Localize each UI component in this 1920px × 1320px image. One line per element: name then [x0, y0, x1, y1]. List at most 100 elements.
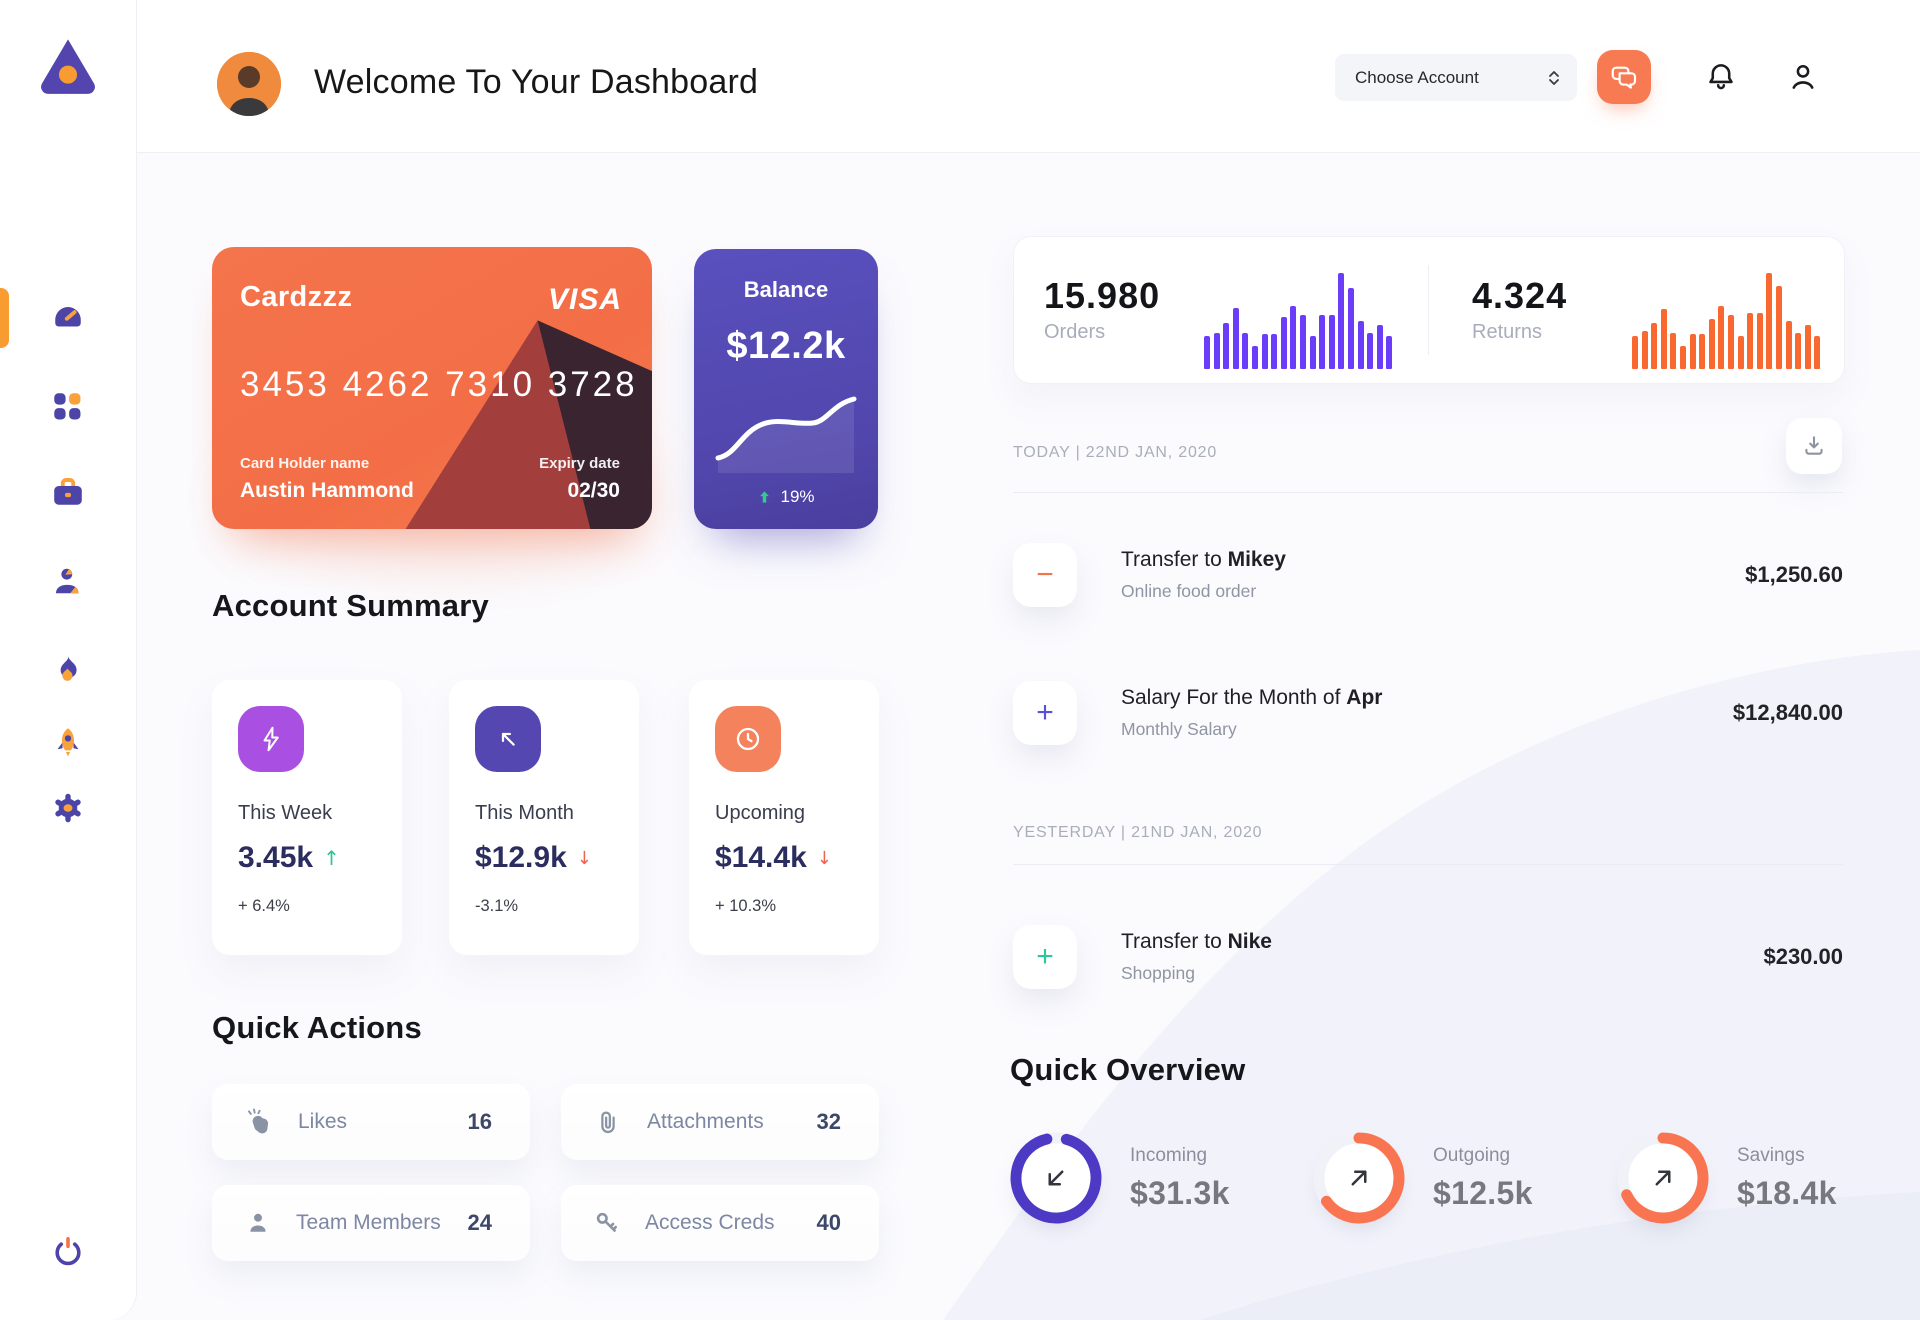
quick-action-count: 32 — [816, 1109, 841, 1134]
minus-icon: − — [1013, 543, 1077, 607]
transactions-date-yesterday: YESTERDAY | 21ND JAN, 2020 — [1013, 824, 1263, 841]
app-logo[interactable] — [33, 30, 103, 100]
transaction-row-nike[interactable]: + Transfer to Nike Shopping $230.00 — [1013, 922, 1843, 992]
quick-action-access-creds[interactable]: Access Creds 40 — [561, 1185, 879, 1261]
quick-action-label: Attachments — [647, 1110, 764, 1133]
plus-icon: + — [1013, 925, 1077, 989]
member-icon — [250, 1213, 266, 1232]
card-number: 3453 4262 7310 3728 — [240, 365, 638, 404]
summary-value: 3.45k ↑ — [238, 841, 340, 874]
clock-icon — [715, 706, 781, 772]
trend-up-arrow: ↑ — [323, 846, 340, 870]
card-expiry-label: Expiry date — [539, 455, 620, 472]
transaction-subtitle: Online food order — [1121, 581, 1257, 601]
active-nav-indicator — [0, 288, 9, 348]
choose-account-select[interactable]: Choose Account — [1335, 54, 1577, 101]
quick-action-count: 24 — [467, 1210, 492, 1235]
plus-icon: + — [1013, 681, 1077, 745]
balance-change-value: 19% — [780, 487, 815, 506]
transaction-title: Transfer to Mikey — [1121, 548, 1286, 571]
orders-label: Orders — [1044, 321, 1106, 343]
grid-dots-icon — [54, 393, 81, 420]
paperclip-icon — [601, 1111, 615, 1134]
download-button[interactable] — [1786, 418, 1842, 474]
transaction-amount: $1,250.60 — [1745, 562, 1843, 587]
card-expiry-block: Expiry date 02/30 — [539, 455, 620, 503]
profile-button[interactable] — [1786, 60, 1820, 94]
briefcase-icon — [54, 478, 82, 505]
outgoing-ring — [1309, 1128, 1409, 1228]
topbar: Welcome To Your Dashboard Choose Account — [136, 0, 1920, 153]
quick-action-label: Likes — [298, 1110, 348, 1133]
quick-action-team-members[interactable]: Team Members 24 — [212, 1185, 530, 1261]
orders-returns-card: 15.980 Orders 4.324 Returns — [1013, 236, 1845, 384]
flame-icon — [60, 656, 77, 681]
sidebar-item-dashboard[interactable] — [50, 298, 86, 334]
savings-ring — [1613, 1128, 1713, 1228]
overview-savings: Savings $18.4k — [1613, 1128, 1837, 1228]
trend-down-arrow: ↓ — [816, 847, 832, 869]
sidebar-item-team[interactable] — [50, 564, 86, 600]
summary-value: $14.4k ↓ — [715, 841, 832, 874]
quick-action-likes[interactable]: Likes 16 — [212, 1084, 530, 1160]
overview-value: $18.4k — [1737, 1174, 1837, 1211]
summary-card-this-month: This Month $12.9k ↓ -3.1% — [449, 680, 639, 955]
arrow-up-icon — [760, 491, 770, 503]
user-avatar[interactable] — [217, 52, 281, 116]
sidebar-item-settings[interactable] — [50, 790, 86, 826]
messages-button[interactable] — [1597, 50, 1651, 104]
notifications-button[interactable] — [1704, 60, 1738, 94]
summary-delta: -3.1% — [475, 897, 519, 915]
quick-overview-heading: Quick Overview — [1010, 1052, 1246, 1087]
arrow-up-left-icon — [475, 706, 541, 772]
clap-icon — [248, 1108, 269, 1134]
transactions-date-today: TODAY | 22ND JAN, 2020 — [1013, 444, 1218, 461]
transaction-title: Transfer to Nike — [1121, 930, 1272, 953]
transaction-amount: $230.00 — [1763, 944, 1843, 969]
summary-label: Upcoming — [715, 802, 806, 824]
summary-delta: + 10.3% — [715, 897, 777, 915]
card-brand: Cardzzz — [240, 281, 353, 313]
card-holder-block: Card Holder name Austin Hammond — [240, 455, 414, 503]
returns-value: 4.324 — [1472, 275, 1568, 316]
user-icon — [56, 568, 79, 594]
sidebar-item-apps[interactable] — [50, 388, 86, 424]
returns-label: Returns — [1472, 321, 1543, 343]
overview-value: $31.3k — [1130, 1174, 1230, 1211]
logout-button[interactable] — [50, 1234, 86, 1270]
balance-line-chart — [715, 396, 857, 473]
sidebar — [0, 0, 137, 1320]
gear-icon — [55, 793, 81, 823]
card-holder-label: Card Holder name — [240, 455, 370, 472]
quick-action-attachments[interactable]: Attachments 32 — [561, 1084, 879, 1160]
speedometer-icon — [55, 307, 81, 327]
card-expiry-value: 02/30 — [567, 479, 620, 502]
overview-incoming: Incoming $31.3k — [1006, 1128, 1230, 1228]
sidebar-item-activity[interactable] — [50, 651, 86, 687]
person-icon — [1792, 64, 1814, 89]
sidebar-item-work[interactable] — [50, 474, 86, 510]
overview-label: Savings — [1737, 1144, 1805, 1166]
transaction-amount: $12,840.00 — [1732, 700, 1843, 725]
key-icon — [596, 1212, 618, 1232]
bell-icon — [1709, 64, 1733, 90]
sidebar-item-launch[interactable] — [50, 724, 86, 760]
summary-label: This Month — [475, 802, 574, 824]
transaction-row-mikey[interactable]: − Transfer to Mikey Online food order $1… — [1013, 540, 1843, 610]
transaction-title: Salary For the Month of Apr — [1121, 686, 1383, 709]
overview-label: Incoming — [1130, 1144, 1208, 1166]
summary-label: This Week — [238, 802, 333, 824]
arrow-down-left-icon — [1048, 1170, 1064, 1186]
visa-logo: VISA — [547, 283, 622, 316]
lightning-icon — [238, 706, 304, 772]
card-holder-name: Austin Hammond — [240, 479, 414, 502]
transaction-row-salary[interactable]: + Salary For the Month of Apr Monthly Sa… — [1013, 678, 1843, 748]
quick-action-label: Access Creds — [645, 1211, 775, 1234]
divider — [1013, 492, 1843, 493]
credit-card: Cardzzz VISA 3453 4262 7310 3728 Card Ho… — [212, 247, 652, 529]
quick-action-count: 40 — [816, 1210, 841, 1235]
summary-delta: + 6.4% — [238, 897, 290, 915]
incoming-ring — [1006, 1128, 1106, 1228]
chevron-up-down-icon — [1549, 70, 1559, 85]
